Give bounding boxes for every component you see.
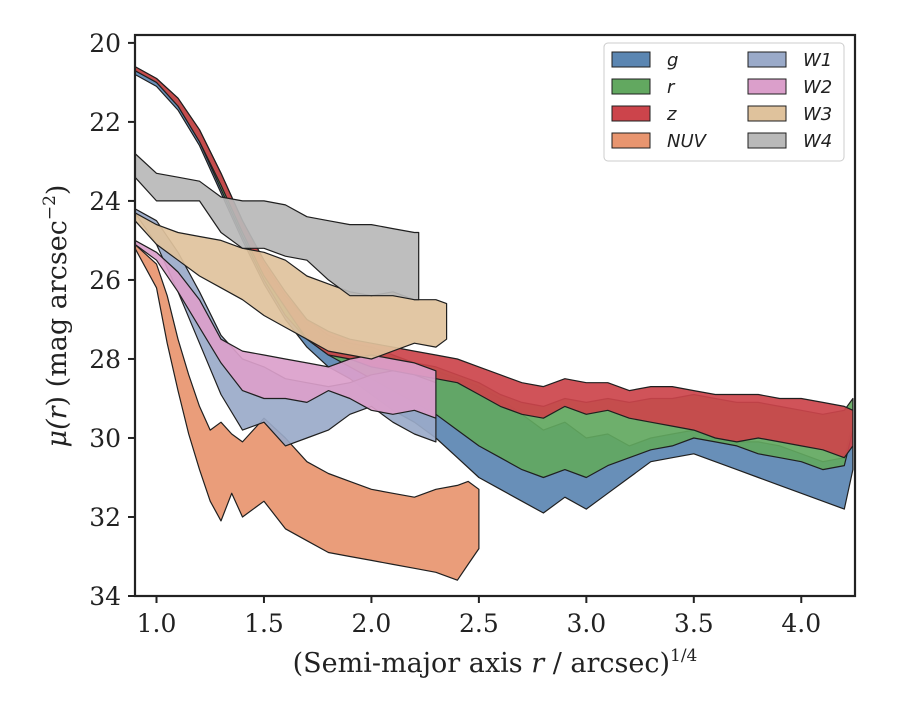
x-tick-label: 4.0 — [781, 609, 821, 638]
band-w3 — [135, 212, 448, 360]
band-w2 — [135, 239, 437, 419]
legend-swatch-r — [611, 78, 651, 95]
legend-swatch-w4 — [747, 132, 787, 149]
series-layer — [135, 65, 854, 581]
legend-swatch-nuv — [611, 132, 651, 149]
y-tick-label: 28 — [89, 345, 121, 374]
legend-label-w4: W4 — [803, 131, 832, 152]
legend-label-r: r — [667, 77, 676, 98]
x-tick-label: 2.0 — [352, 609, 392, 638]
legend-label-nuv: NUV — [667, 131, 708, 152]
plot-frame — [133, 33, 857, 598]
y-axis-label: μ(r) (mag arcsec−2) — [40, 185, 73, 448]
legend-items: grz NUV W1 W2 W3 W4 — [611, 50, 832, 152]
y-tick-label: 30 — [89, 424, 121, 453]
legend-swatch-z — [611, 105, 651, 122]
y-tick-label: 26 — [89, 266, 121, 295]
x-axis-label: (Semi-major axis r / arcsec)1/4 — [293, 646, 698, 679]
y-tick-label: 24 — [89, 187, 121, 216]
x-axis: 1.0 1.5 2.0 2.5 3.0 3.5 4.0 — [137, 596, 821, 638]
legend-label-w3: W3 — [803, 104, 832, 125]
y-tick-label: 34 — [89, 582, 121, 611]
legend-swatch-g — [611, 51, 651, 68]
x-tick-label: 2.5 — [459, 609, 499, 638]
x-tick-label: 1.0 — [137, 609, 177, 638]
legend-frame — [603, 42, 845, 162]
legend-label-z: z — [666, 104, 677, 125]
legend-swatch-w1 — [747, 51, 787, 68]
band-w4 — [135, 152, 420, 301]
legend-swatch-w2 — [747, 78, 787, 95]
y-axis: 20 22 24 26 28 30 32 34 — [89, 29, 135, 611]
x-tick-label: 3.0 — [566, 609, 606, 638]
legend: grz NUV W1 W2 W3 W4 — [603, 42, 845, 162]
legend-swatch-w3 — [747, 105, 787, 122]
y-tick-label: 32 — [89, 503, 121, 532]
band-nuv — [135, 243, 480, 581]
legend-label-g: g — [667, 50, 678, 71]
y-tick-label: 22 — [89, 108, 121, 137]
x-tick-label: 3.5 — [674, 609, 714, 638]
legend-label-w2: W2 — [803, 77, 832, 98]
legend-label-w1: W1 — [803, 50, 832, 71]
y-tick-label: 20 — [89, 29, 121, 58]
x-tick-label: 1.5 — [244, 609, 284, 638]
